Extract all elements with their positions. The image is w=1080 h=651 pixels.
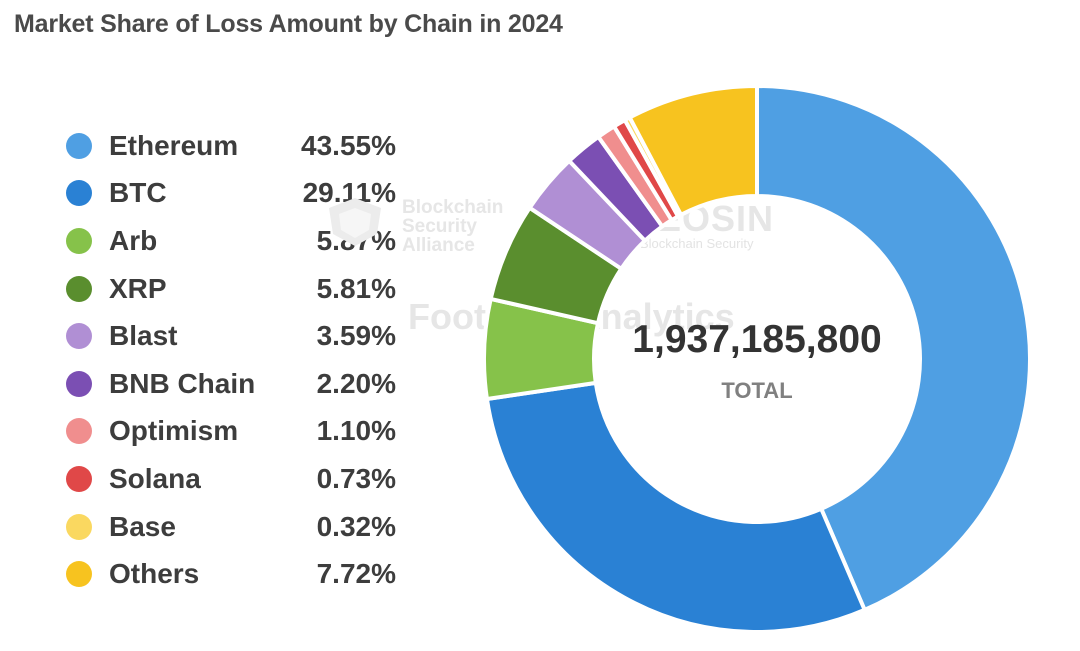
legend-swatch: [66, 227, 92, 254]
legend-item[interactable]: XRP 5.81%: [66, 265, 396, 313]
legend-item[interactable]: Blast 3.59%: [66, 312, 396, 360]
legend-label: Optimism: [109, 415, 239, 447]
legend-value: 2.20%: [316, 367, 396, 399]
legend-swatch: [66, 561, 92, 588]
legend-swatch: [66, 323, 92, 350]
legend-item[interactable]: Optimism 1.10%: [66, 408, 396, 456]
legend-item[interactable]: Ethereum 43.55%: [66, 122, 396, 170]
legend-value: 5.81%: [316, 272, 396, 304]
legend-value: 0.73%: [316, 462, 396, 494]
legend-label: BTC: [109, 177, 167, 209]
legend-value: 43.55%: [301, 129, 396, 161]
legend-label: BNB Chain: [109, 367, 256, 399]
legend-swatch: [66, 418, 92, 445]
legend-label: Blast: [109, 320, 178, 352]
legend-label: Base: [109, 510, 176, 542]
legend-item[interactable]: Base 0.32%: [66, 503, 396, 551]
legend-swatch: [66, 132, 92, 159]
legend-item[interactable]: BTC 29.11%: [66, 170, 396, 218]
legend-swatch: [66, 513, 92, 540]
legend-label: Ethereum: [109, 129, 239, 161]
donut-slice-others[interactable]: [627, 84, 759, 217]
legend-value: 7.72%: [316, 558, 396, 590]
legend-item[interactable]: BNB Chain 2.20%: [66, 360, 396, 408]
legend-label: Arb: [109, 224, 158, 256]
legend-swatch: [66, 465, 92, 492]
legend-swatch: [66, 180, 92, 207]
legend-label: Others: [109, 558, 200, 590]
total-label: TOTAL: [721, 378, 793, 403]
donut-slice-btc[interactable]: [484, 380, 867, 634]
total-value: 1,937,185,800: [632, 318, 882, 361]
legend-label: Solana: [109, 462, 201, 494]
legend-item[interactable]: Solana 0.73%: [66, 455, 396, 503]
legend-value: 1.10%: [316, 415, 396, 447]
legend: Ethereum 43.55% BTC 29.11% Arb 5.87% XRP 5.81% B…: [66, 122, 396, 598]
legend-swatch: [66, 275, 92, 302]
legend-value: 0.32%: [316, 510, 396, 542]
legend-swatch: [66, 370, 92, 397]
legend-label: XRP: [109, 272, 167, 304]
chart-title: Market Share of Loss Amount by Chain in …: [14, 10, 563, 38]
donut-slice-ethereum[interactable]: [755, 84, 1032, 612]
legend-value: 3.59%: [316, 320, 396, 352]
legend-item[interactable]: Others 7.72%: [66, 550, 396, 598]
